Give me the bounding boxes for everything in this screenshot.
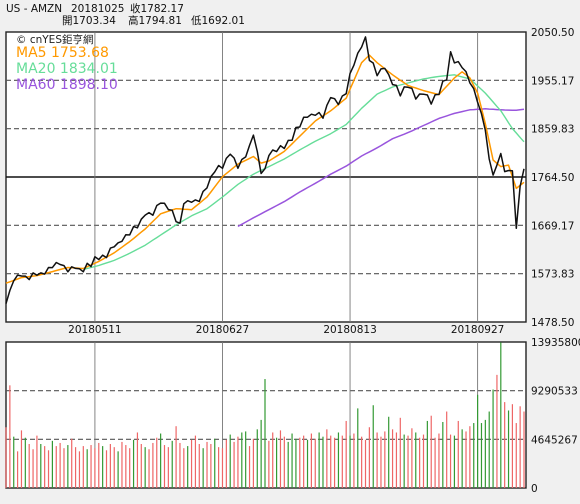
close-price: 收1782.17	[130, 2, 184, 15]
ma20-line	[83, 74, 525, 271]
price-y-tick-label: 2050.50	[531, 27, 574, 39]
price-line	[5, 36, 525, 304]
volume-y-axis: 13935800 9290533 4645267 0	[531, 337, 580, 495]
price-x-tick-label: 20180511	[68, 324, 121, 336]
high-price: 高1794.81	[128, 14, 182, 27]
price-y-tick-label: 1573.83	[531, 269, 574, 281]
open-price: 開1703.34	[62, 15, 116, 27]
legend-ma20: MA20 1834.01	[16, 61, 118, 77]
ma60-line	[237, 108, 525, 228]
price-x-tick-label: 20180927	[451, 324, 504, 336]
price-y-tick-label: 1859.83	[531, 124, 574, 136]
price-y-tick-label: 1764.50	[531, 172, 574, 184]
price-y-tick-label: 1955.17	[531, 75, 574, 87]
volume-bars-group	[5, 342, 525, 488]
volume-y-tick-label: 9290533	[531, 386, 578, 398]
quote-date: 20181025	[71, 3, 124, 15]
price-x-tick-label: 20180813	[323, 324, 376, 336]
price-y-tick-label: 1669.17	[531, 220, 574, 232]
volume-y-tick-label: 0	[531, 483, 538, 495]
price-y-tick-label: 1478.50	[531, 317, 574, 329]
price-x-axis: 20180511 20180627 20180813 20180927	[68, 324, 504, 336]
volume-y-tick-label: 13935800	[531, 337, 580, 349]
price-series-group	[5, 36, 525, 304]
price-y-axis: 2050.50 1955.17 1859.83 1764.50 1669.17 1573.…	[531, 27, 574, 329]
low-price: 低1692.01	[191, 14, 245, 27]
price-x-tick-label: 20180627	[196, 324, 249, 336]
volume-panel-frame	[5, 341, 527, 489]
legend-ma5: MA5 1753.68	[16, 45, 109, 61]
legend-ma60: MA60 1898.10	[16, 77, 118, 93]
price-grid	[6, 32, 526, 322]
cnyes-watermark: © cnYES鉅亨網	[16, 33, 93, 46]
volume-y-tick-label: 4645267	[531, 434, 578, 446]
ticker-symbol: US - AMZN	[6, 3, 62, 15]
